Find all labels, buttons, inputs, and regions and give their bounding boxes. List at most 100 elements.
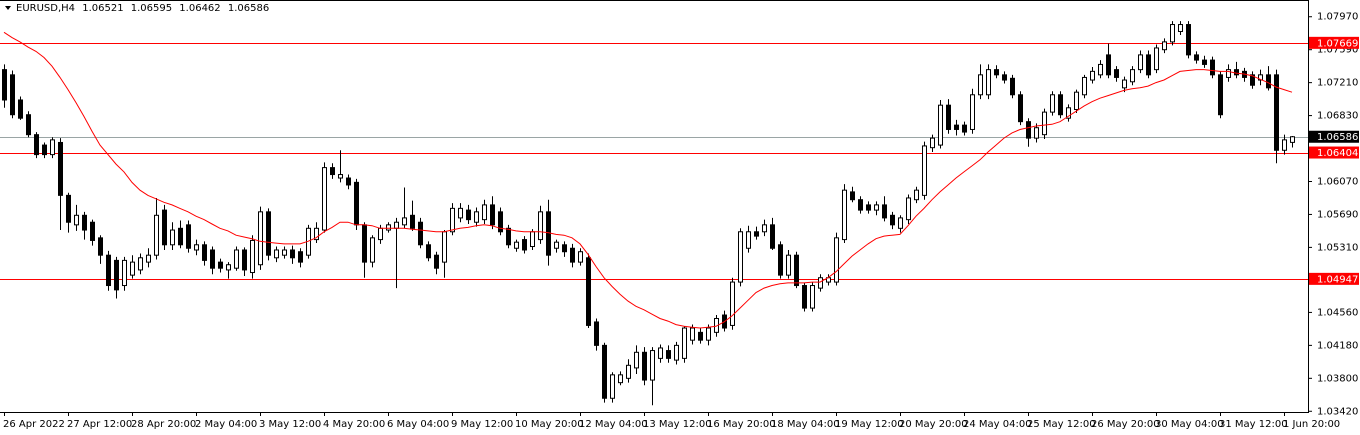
candle-body xyxy=(578,251,583,263)
x-tick-label: 16 May 20:00 xyxy=(707,419,776,430)
y-tick-label: 1.04180 xyxy=(1317,340,1358,351)
candle-body xyxy=(186,224,191,249)
x-tick-label: 12 May 04:00 xyxy=(579,419,648,430)
candle-body xyxy=(794,254,799,287)
candle-body xyxy=(146,254,151,263)
candle-body xyxy=(106,254,111,287)
candle-body xyxy=(90,221,95,241)
candle-body xyxy=(266,211,271,256)
candle-body xyxy=(250,239,255,274)
x-tick-label: 28 Apr 20:00 xyxy=(131,419,196,430)
candle-body xyxy=(1290,136,1295,143)
candle-body xyxy=(170,229,175,246)
x-tick-label: 4 May 20:00 xyxy=(323,419,385,430)
candle-body xyxy=(162,209,167,246)
x-tick-label: 18 May 04:00 xyxy=(771,419,840,430)
candle-body xyxy=(258,211,263,266)
candle-body xyxy=(18,99,23,119)
candle-body xyxy=(978,74,983,96)
candle-body xyxy=(690,327,695,341)
candle-body xyxy=(1210,59,1215,76)
candle-body xyxy=(890,214,895,226)
menu-arrow[interactable] xyxy=(5,6,11,10)
candle-body xyxy=(394,221,399,229)
ohlc-high: 1.06595 xyxy=(130,3,173,14)
level-label: 1.06404 xyxy=(1317,148,1358,159)
candle-body xyxy=(1226,69,1231,78)
candle-body xyxy=(682,327,687,359)
candle-body xyxy=(1106,54,1111,76)
y-tick-label: 1.07970 xyxy=(1317,12,1358,23)
candle-body xyxy=(562,244,567,253)
candle-body xyxy=(930,137,935,149)
candle-body xyxy=(130,261,135,276)
level-box xyxy=(1309,36,1359,49)
candle-body xyxy=(354,181,359,226)
candle-body xyxy=(1138,54,1143,71)
x-tick-label: 19 May 12:00 xyxy=(835,419,904,430)
candle-body xyxy=(1050,94,1055,113)
y-tick-label: 1.06830 xyxy=(1317,111,1358,122)
candle-body xyxy=(810,285,815,309)
candle-body xyxy=(946,104,951,130)
candle-body xyxy=(1010,77,1015,96)
candle-body xyxy=(434,254,439,269)
candle-body xyxy=(954,124,959,130)
candle-body xyxy=(426,244,431,259)
level-box xyxy=(1309,272,1359,285)
bid-label: 1.06586 xyxy=(1317,132,1358,143)
candle-body xyxy=(730,281,735,326)
candle-body xyxy=(1066,107,1071,119)
candle-body xyxy=(34,134,39,156)
x-tick-label: 1 Jun 20:00 xyxy=(1283,419,1340,430)
candle-body xyxy=(370,237,375,263)
candle-body xyxy=(770,224,775,249)
candle-body xyxy=(50,139,55,156)
candle-body xyxy=(610,374,615,399)
header: EURUSD,H4 1.06521 1.06595 1.06462 1.0658… xyxy=(16,3,273,14)
candle-body xyxy=(274,249,279,259)
candle-body xyxy=(1274,74,1279,151)
candle-body xyxy=(498,211,503,233)
candle-body xyxy=(1266,74,1271,89)
candle-body xyxy=(1130,69,1135,83)
x-tick-label: 3 May 12:00 xyxy=(259,419,321,430)
candle-body xyxy=(138,257,143,271)
candle-body xyxy=(154,214,159,256)
candle-body xyxy=(530,231,535,248)
candle-body xyxy=(706,327,711,341)
candle-body xyxy=(178,227,183,246)
candle-body xyxy=(466,209,471,221)
candle-body xyxy=(330,167,335,176)
candle-body xyxy=(402,217,407,226)
y-tick-label: 1.06070 xyxy=(1317,176,1358,187)
x-tick-label: 2 May 04:00 xyxy=(195,419,257,430)
x-tick-label: 20 May 20:00 xyxy=(899,419,968,430)
candle-body xyxy=(618,374,623,384)
candle-body xyxy=(842,189,847,241)
candle-body xyxy=(570,247,575,263)
candle-body xyxy=(626,364,631,379)
x-tick-label: 26 Apr 2022 xyxy=(3,419,65,430)
candle-body xyxy=(554,241,559,249)
candle-body xyxy=(10,74,15,116)
candle-body xyxy=(290,249,295,259)
candle-body xyxy=(1018,94,1023,123)
candle-body xyxy=(1090,70,1095,81)
bid-box xyxy=(1309,130,1359,143)
x-tick-label: 10 May 20:00 xyxy=(515,419,584,430)
candle-body xyxy=(658,347,663,359)
candle-body xyxy=(1258,74,1263,81)
candle-body xyxy=(866,204,871,211)
candle-body xyxy=(338,174,343,179)
candle-body xyxy=(1034,127,1039,139)
candle-body xyxy=(314,227,319,241)
candle-body xyxy=(1282,139,1287,151)
candle-body xyxy=(242,249,247,271)
candle-body xyxy=(482,204,487,221)
ohlc-low: 1.06462 xyxy=(179,3,221,14)
candle-body xyxy=(898,217,903,229)
y-tick-label: 1.07590 xyxy=(1317,45,1358,56)
candle-body xyxy=(986,69,991,96)
